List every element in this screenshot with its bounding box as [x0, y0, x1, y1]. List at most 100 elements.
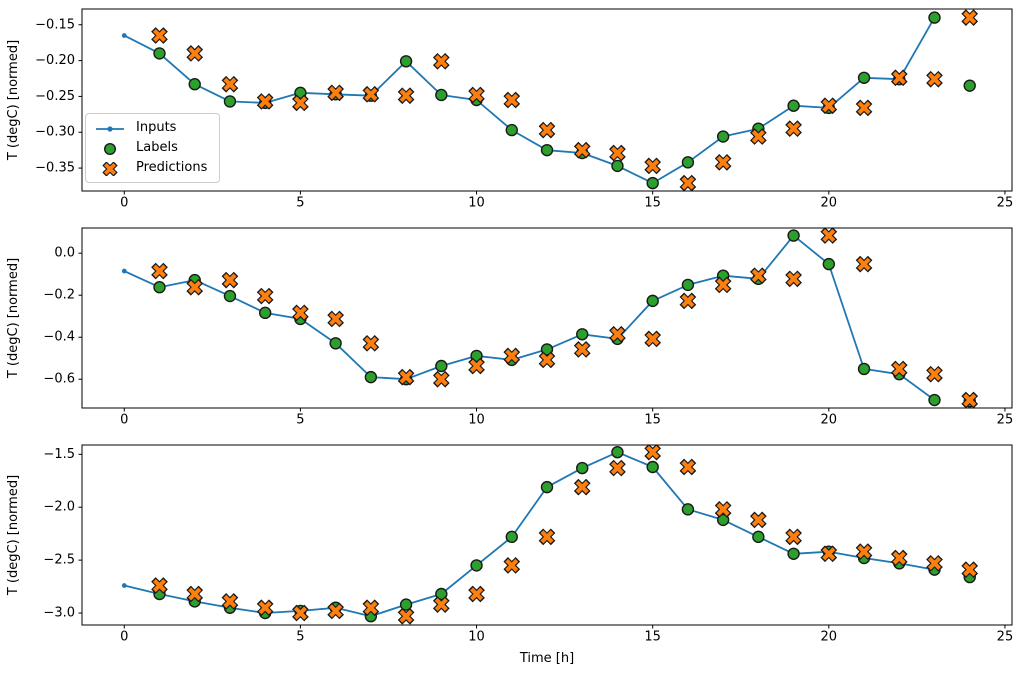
predictions-x-marker — [573, 141, 591, 159]
predictions-x-marker — [609, 144, 626, 162]
labels-circle-marker — [435, 587, 448, 601]
labels-circle-marker — [294, 86, 307, 100]
labels-circle-marker — [435, 359, 448, 373]
legend-label-predictions: Predictions — [136, 160, 208, 175]
predictions-x-marker-fill — [329, 312, 343, 326]
predictions-x-marker — [750, 511, 767, 529]
legend-labels-circle — [103, 142, 117, 156]
predictions-x-marker — [432, 596, 450, 613]
x-tick-label: 10 — [468, 629, 485, 644]
subplot-3 — [121, 444, 979, 625]
predictions-x-marker — [961, 561, 979, 579]
x-tick-label: 5 — [296, 629, 304, 644]
predictions-x-marker-fill — [469, 359, 484, 373]
legend-item-predictions: Predictions — [95, 160, 208, 177]
predictions-x-marker-fill — [575, 143, 589, 157]
predictions-x-marker-fill — [892, 551, 906, 565]
predictions-x-marker-fill — [963, 11, 977, 25]
predictions-x-marker-fill — [822, 547, 836, 561]
predictions-x-marker-fill — [822, 229, 836, 243]
predictions-x-marker — [256, 599, 274, 617]
predictions-x-marker — [679, 174, 697, 192]
legend-label-inputs: Inputs — [136, 120, 177, 135]
predictions-x-marker-fill — [434, 598, 448, 612]
x-tick-label: 0 — [120, 412, 128, 427]
sw-predictions-svg — [102, 161, 118, 177]
x-tick-label: 20 — [821, 629, 838, 644]
labels-circle-marker — [928, 393, 941, 407]
predictions-x-marker-fill — [364, 87, 378, 101]
labels-circle-icon — [95, 141, 125, 156]
predictions-x-marker — [785, 120, 802, 138]
x-tick-label: 25 — [997, 195, 1014, 210]
predictions-x-marker-fill — [364, 601, 378, 615]
predictions-x-marker — [785, 270, 802, 288]
predictions-x-marker — [468, 585, 485, 603]
predictions-x-marker — [573, 478, 591, 496]
labels-circle-marker — [329, 337, 342, 350]
predictions-x-marker-fill — [575, 342, 589, 356]
predictions-x-marker-fill — [751, 513, 765, 527]
x-tick-label: 20 — [821, 412, 838, 427]
labels-circle-marker — [928, 11, 941, 24]
predictions-x-marker — [961, 391, 979, 409]
axes-spines — [81, 8, 1013, 192]
x-tick-label: 15 — [644, 629, 661, 644]
labels-circle-marker — [611, 445, 624, 459]
y-tick-label: −1.5 — [43, 447, 75, 462]
x-tick-label: 25 — [997, 629, 1014, 644]
predictions-x-marker-fill — [787, 122, 801, 136]
labels-circle-marker — [223, 289, 237, 303]
labels-circle-marker — [646, 176, 659, 190]
y-tick-label: −0.6 — [43, 372, 75, 387]
predictions-x-marker-fill — [857, 545, 871, 559]
inputs-line — [124, 451, 935, 618]
predictions-x-marker — [186, 278, 204, 296]
predictions-x-marker-fill — [857, 257, 871, 271]
predictions-x-marker-fill — [188, 587, 202, 601]
predictions-x-marker-fill — [751, 269, 765, 283]
y-tick-label: −0.20 — [35, 53, 75, 68]
predictions-x-marker-fill — [540, 530, 554, 544]
labels-circle-marker — [857, 362, 871, 376]
predictions-x-marker-fill — [434, 54, 448, 68]
predictions-x-marker — [327, 84, 344, 102]
labels-circle-marker — [646, 294, 659, 308]
predictions-x-marker — [644, 444, 662, 461]
predictions-x-marker — [468, 357, 485, 375]
predictions-x-marker — [855, 255, 873, 273]
predictions-x-marker-fill — [152, 28, 167, 43]
predictions-x-marker — [890, 360, 908, 378]
predictions-x-marker-fill — [469, 587, 484, 601]
subplot-1 — [121, 9, 979, 192]
labels-circle-marker — [716, 130, 730, 143]
predictions-x-marker — [855, 543, 873, 561]
predictions-x-marker-fill — [540, 353, 554, 367]
predictions-x-marker-fill — [927, 72, 942, 86]
predictions-x-marker-fill — [927, 556, 942, 570]
labels-circle-marker — [681, 278, 695, 292]
predictions-x-marker — [503, 91, 521, 109]
predictions-x-marker — [714, 276, 732, 294]
predictions-x-marker-fill — [223, 273, 237, 287]
predictions-x-marker-fill — [927, 367, 942, 381]
labels-circle-marker — [399, 598, 413, 611]
predictions-x-marker-fill — [399, 609, 413, 623]
predictions-x-marker — [221, 593, 239, 610]
labels-circle-marker — [258, 306, 272, 320]
predictions-x-marker-fill — [610, 146, 625, 160]
predictions-x-marker — [432, 52, 450, 70]
predictions-x-marker-fill — [258, 289, 272, 303]
predictions-x-marker — [186, 585, 204, 603]
predictions-x-marker-fill — [188, 280, 202, 294]
predictions-x-marker-fill — [399, 370, 413, 384]
predictions-x-marker — [292, 304, 309, 322]
predictions-x-marker-fill — [152, 578, 167, 593]
inputs-dot-marker — [121, 583, 127, 588]
predictions-x-marker-fill — [751, 129, 765, 144]
predictions-x-marker — [221, 271, 239, 289]
y-tick-label: −0.15 — [35, 17, 75, 32]
x-tick-label: 5 — [296, 195, 304, 210]
